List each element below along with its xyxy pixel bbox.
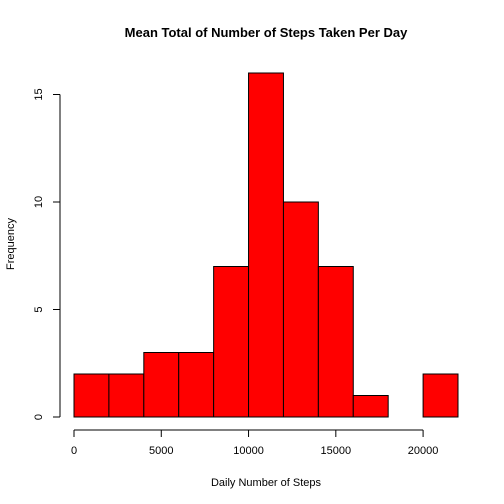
y-tick-label-1: 5 — [33, 306, 45, 312]
x-tick-label-1: 5000 — [149, 445, 173, 457]
histogram-bar-1 — [108, 373, 145, 418]
y-tick-label-0: 0 — [33, 414, 45, 420]
histogram-bar-0 — [73, 373, 110, 418]
x-tick-label-0: 0 — [71, 445, 77, 457]
bars-group — [73, 72, 459, 418]
y-tick-label-2: 10 — [33, 196, 45, 208]
x-axis-label: Daily Number of Steps — [211, 477, 322, 489]
x-tick-label-3: 15000 — [321, 445, 352, 457]
chart-title: Mean Total of Number of Steps Taken Per … — [125, 25, 408, 40]
x-axis: 0 5000 10000 15000 20000 — [71, 429, 439, 457]
x-tick-label-4: 20000 — [408, 445, 439, 457]
histogram-bar-4 — [213, 266, 250, 418]
histogram-bar-7 — [317, 266, 354, 418]
histogram-bar-8 — [352, 395, 389, 418]
y-axis: 0 5 10 15 — [33, 88, 61, 420]
histogram-bar-2 — [143, 352, 180, 418]
histogram-bar-6 — [282, 201, 319, 418]
histogram-bar-3 — [178, 352, 215, 418]
y-axis-label: Frequency — [5, 218, 17, 270]
y-tick-label-3: 15 — [33, 88, 45, 100]
histogram-bar-10 — [422, 373, 459, 418]
x-tick-label-2: 10000 — [233, 445, 264, 457]
histogram-bar-5 — [248, 72, 284, 418]
